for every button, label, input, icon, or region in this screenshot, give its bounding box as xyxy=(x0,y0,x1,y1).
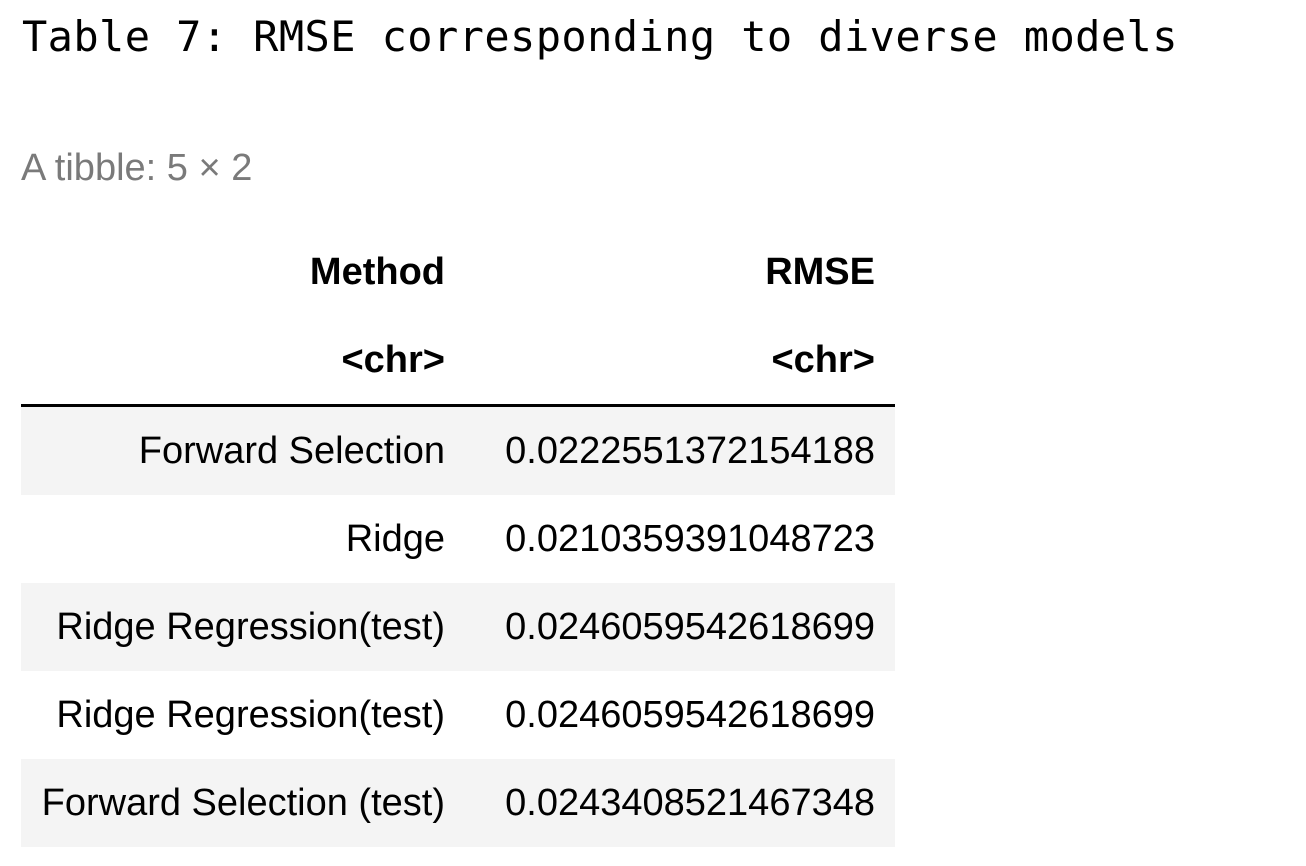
column-header-rmse: RMSE xyxy=(765,250,875,293)
cell-rmse: 0.0246059542618699 xyxy=(465,671,895,759)
cell-method: Ridge Regression(test) xyxy=(21,671,465,759)
cell-method: Forward Selection xyxy=(21,405,465,495)
table-row: Ridge Regression(test) 0.024605954261869… xyxy=(21,583,895,671)
page-title: Table 7: RMSE corresponding to diverse m… xyxy=(22,12,1178,61)
rmse-table: Method RMSE <chr> <chr> Forward Selectio… xyxy=(21,228,895,847)
table-row: Ridge Regression(test) 0.024605954261869… xyxy=(21,671,895,759)
cell-rmse: 0.0246059542618699 xyxy=(465,583,895,671)
cell-method: Forward Selection (test) xyxy=(21,759,465,847)
table-row: Ridge 0.0210359391048723 xyxy=(21,495,895,583)
cell-method: Ridge Regression(test) xyxy=(21,583,465,671)
column-type-rmse: <chr> xyxy=(465,316,895,407)
cell-rmse: 0.0210359391048723 xyxy=(465,495,895,583)
table-header-row: Method RMSE xyxy=(21,228,895,316)
cell-rmse: 0.0243408521467348 xyxy=(465,759,895,847)
cell-rmse: 0.0222551372154188 xyxy=(465,405,895,495)
column-header-method: Method xyxy=(309,250,445,293)
column-type-method: <chr> xyxy=(21,316,465,407)
table-row: Forward Selection (test) 0.0243408521467… xyxy=(21,759,895,847)
table-caption: A tibble: 5 × 2 xyxy=(21,147,253,189)
cell-method: Ridge xyxy=(21,495,465,583)
table-type-row: <chr> <chr> xyxy=(21,316,895,407)
table-row: Forward Selection 0.0222551372154188 xyxy=(21,405,895,495)
